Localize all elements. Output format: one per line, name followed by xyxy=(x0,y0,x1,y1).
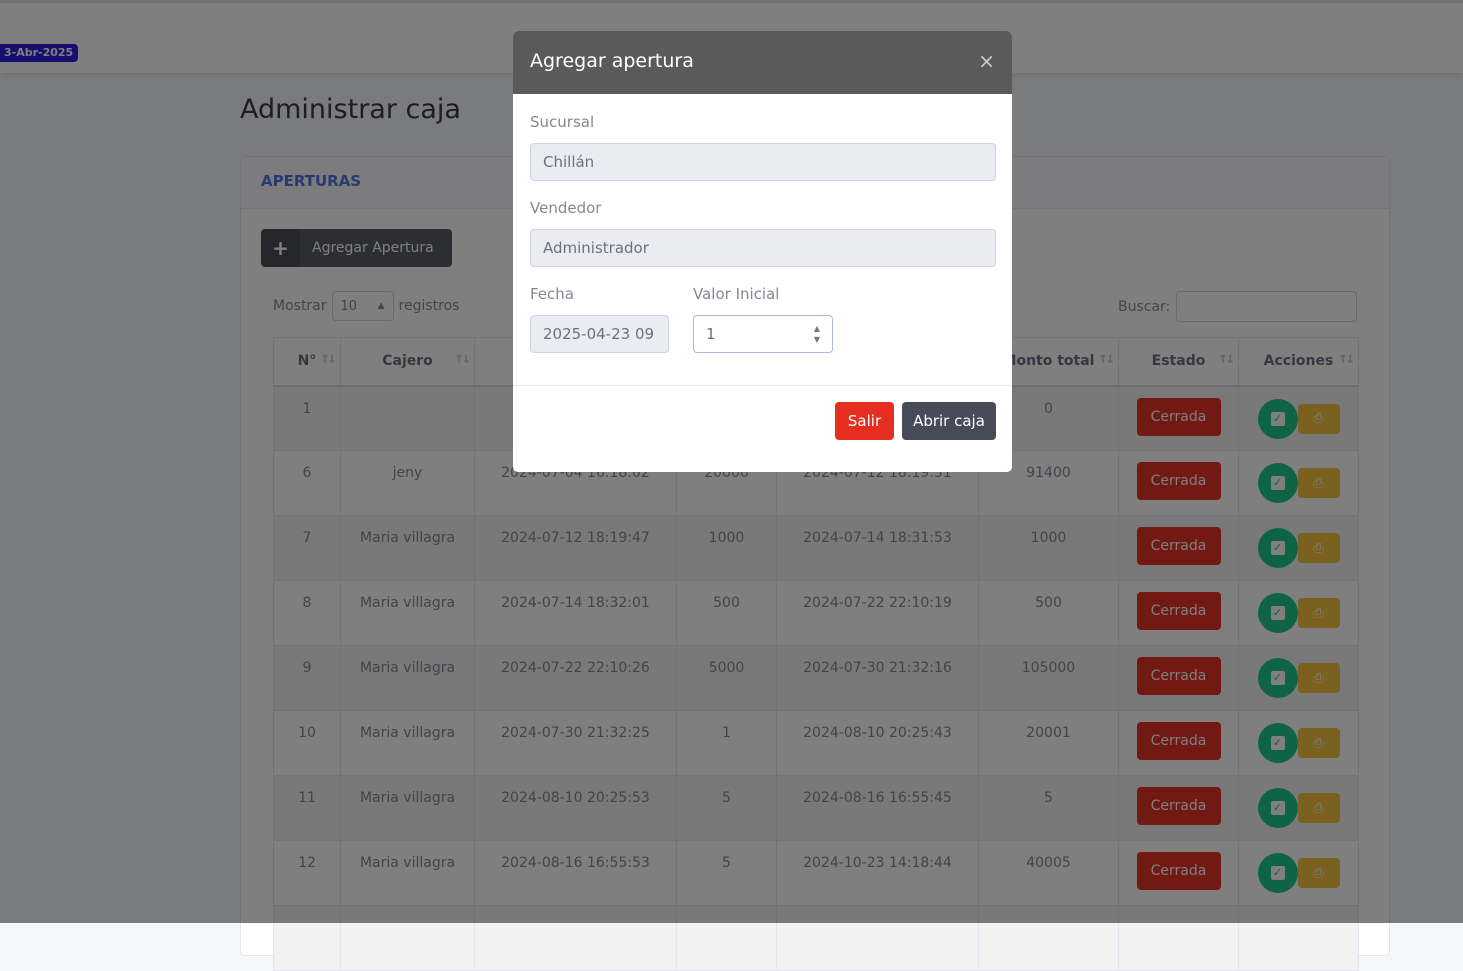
valor-inicial-label: Valor Inicial xyxy=(693,285,780,303)
modal-footer-divider xyxy=(513,385,1012,386)
modal-title: Agregar apertura xyxy=(530,50,694,72)
sucursal-label: Sucursal xyxy=(530,113,595,131)
valor-inicial-value: 1 xyxy=(706,325,716,343)
spinner-icon[interactable]: ▲ ▼ xyxy=(813,324,820,344)
vendedor-label: Vendedor xyxy=(530,199,602,217)
agregar-apertura-modal: Agregar apertura × Sucursal Chillán Vend… xyxy=(513,31,1012,472)
fecha-label: Fecha xyxy=(530,285,574,303)
close-icon[interactable]: × xyxy=(978,49,995,73)
vendedor-field[interactable]: Administrador xyxy=(530,229,996,267)
fecha-field[interactable]: 2025-04-23 09 xyxy=(530,315,669,353)
sucursal-field[interactable]: Chillán xyxy=(530,143,996,181)
valor-inicial-input[interactable]: 1 ▲ ▼ xyxy=(693,315,833,353)
salir-button[interactable]: Salir xyxy=(835,402,894,440)
modal-header: Agregar apertura × xyxy=(513,31,1012,94)
abrir-caja-button[interactable]: Abrir caja xyxy=(902,402,996,440)
